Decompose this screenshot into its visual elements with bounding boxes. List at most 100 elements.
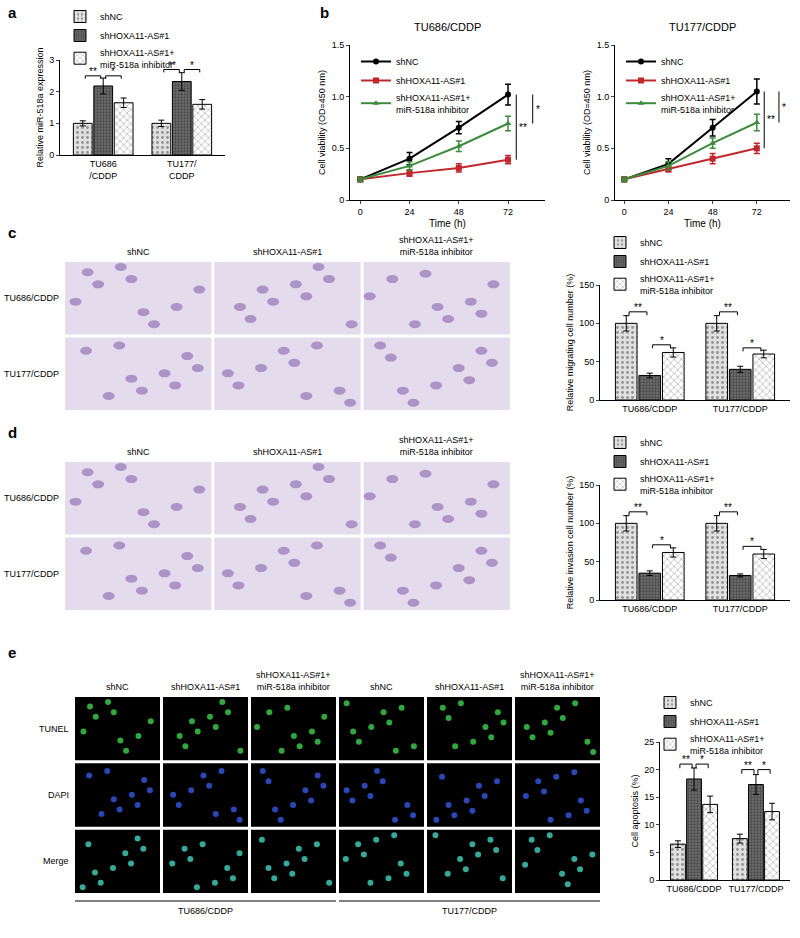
svg-text:*: * bbox=[782, 102, 786, 113]
svg-text:**: ** bbox=[744, 760, 752, 771]
svg-text:TU177/CDDP: TU177/CDDP bbox=[728, 884, 783, 894]
svg-text:shHOXA11-AS#1+miR-518a inhibit: shHOXA11-AS#1+miR-518a inhibitor bbox=[396, 93, 471, 115]
svg-text:TU177/CDDP: TU177/CDDP bbox=[4, 369, 59, 379]
svg-text:Relative migrating cell number: Relative migrating cell number (%) bbox=[565, 274, 575, 412]
svg-text:*: * bbox=[536, 104, 540, 115]
svg-text:1: 1 bbox=[49, 118, 54, 128]
svg-text:2: 2 bbox=[49, 87, 54, 97]
svg-text:TU686/CDDP: TU686/CDDP bbox=[89, 159, 117, 181]
svg-text:shHOXA11-AS#1+miR-518a inhibit: shHOXA11-AS#1+miR-518a inhibitor bbox=[640, 474, 715, 496]
svg-text:shHOXA11-AS#1+miR-518a inhibit: shHOXA11-AS#1+miR-518a inhibitor bbox=[399, 235, 474, 257]
svg-text:Cell apoptosis (%): Cell apoptosis (%) bbox=[630, 774, 640, 847]
svg-text:**: ** bbox=[168, 60, 176, 71]
svg-text:shHOXA11-AS#1+miR-518a inhibit: shHOXA11-AS#1+miR-518a inhibitor bbox=[100, 48, 175, 70]
svg-text:1.0: 1.0 bbox=[332, 92, 345, 102]
svg-text:**: ** bbox=[767, 114, 775, 125]
svg-text:150: 150 bbox=[579, 480, 594, 490]
svg-text:shHOXA11-AS#1+miR-518a inhibit: shHOXA11-AS#1+miR-518a inhibitor bbox=[661, 93, 736, 115]
svg-text:5: 5 bbox=[649, 848, 654, 858]
svg-text:**: ** bbox=[682, 754, 690, 765]
svg-text:Merge: Merge bbox=[43, 856, 69, 866]
svg-text:25: 25 bbox=[644, 737, 654, 747]
svg-text:*: * bbox=[750, 338, 754, 349]
svg-text:shHOXA11-AS#1: shHOXA11-AS#1 bbox=[640, 457, 709, 467]
svg-text:*: * bbox=[660, 335, 664, 346]
svg-text:Cell viability (OD=450 nm): Cell viability (OD=450 nm) bbox=[582, 70, 592, 175]
svg-text:TU686/CDDP: TU686/CDDP bbox=[178, 906, 233, 916]
svg-text:shHOXA11-AS#1+miR-518a inhibit: shHOXA11-AS#1+miR-518a inhibitor bbox=[520, 670, 595, 692]
svg-text:TU686/CDDP: TU686/CDDP bbox=[667, 884, 722, 894]
svg-text:**: ** bbox=[89, 66, 97, 77]
svg-text:20: 20 bbox=[644, 765, 654, 775]
svg-text:Relative miR-518a expression: Relative miR-518a expression bbox=[35, 47, 45, 167]
svg-text:shHOXA11-AS#1: shHOXA11-AS#1 bbox=[435, 682, 504, 692]
svg-text:TU177/CDDP: TU177/CDDP bbox=[713, 404, 768, 414]
svg-text:**: ** bbox=[634, 502, 642, 513]
svg-text:0: 0 bbox=[622, 207, 627, 217]
svg-text:TU686/CDDP: TU686/CDDP bbox=[622, 604, 677, 614]
svg-text:0: 0 bbox=[649, 875, 654, 885]
svg-text:shHOXA11-AS#1+miR-518a inhibit: shHOXA11-AS#1+miR-518a inhibitor bbox=[256, 670, 331, 692]
svg-text:shHOXA11-AS#1+miR-518a inhibit: shHOXA11-AS#1+miR-518a inhibitor bbox=[399, 435, 474, 457]
svg-text:shNC: shNC bbox=[127, 447, 150, 457]
svg-text:24: 24 bbox=[405, 207, 415, 217]
svg-text:TU686/CDDP: TU686/CDDP bbox=[414, 21, 481, 33]
svg-text:shNC: shNC bbox=[127, 247, 150, 257]
svg-text:c: c bbox=[8, 224, 16, 241]
svg-text:shNC: shNC bbox=[640, 238, 663, 248]
svg-text:48: 48 bbox=[454, 207, 464, 217]
svg-text:shHOXA11-AS#1+miR-518a inhibit: shHOXA11-AS#1+miR-518a inhibitor bbox=[690, 734, 765, 756]
svg-text:*: * bbox=[762, 760, 766, 771]
svg-text:10: 10 bbox=[644, 820, 654, 830]
svg-text:Time (h): Time (h) bbox=[429, 218, 466, 229]
svg-text:*: * bbox=[190, 60, 194, 71]
svg-text:a: a bbox=[8, 4, 17, 21]
svg-text:TU686/CDDP: TU686/CDDP bbox=[4, 293, 59, 303]
svg-text:48: 48 bbox=[708, 207, 718, 217]
svg-text:shHOXA11-AS#1: shHOXA11-AS#1 bbox=[100, 31, 169, 41]
svg-text:shHOXA11-AS#1+miR-518a inhibit: shHOXA11-AS#1+miR-518a inhibitor bbox=[640, 274, 715, 296]
svg-text:**: ** bbox=[724, 502, 732, 513]
svg-text:0.5: 0.5 bbox=[332, 143, 345, 153]
svg-text:0: 0 bbox=[49, 150, 54, 160]
svg-text:shHOXA11-AS#1: shHOXA11-AS#1 bbox=[253, 447, 322, 457]
svg-text:**: ** bbox=[519, 122, 527, 133]
svg-text:TU177/CDDP: TU177/CDDP bbox=[669, 21, 736, 33]
svg-text:shHOXA11-AS#1: shHOXA11-AS#1 bbox=[640, 257, 709, 267]
svg-text:b: b bbox=[320, 4, 329, 21]
svg-text:*: * bbox=[700, 754, 704, 765]
svg-text:*: * bbox=[111, 66, 115, 77]
svg-text:0: 0 bbox=[339, 195, 344, 205]
svg-text:Relative invasion cell number: Relative invasion cell number (%) bbox=[565, 476, 575, 610]
svg-text:0: 0 bbox=[589, 395, 594, 405]
svg-text:d: d bbox=[8, 424, 17, 441]
svg-text:1.0: 1.0 bbox=[597, 92, 610, 102]
svg-text:1.5: 1.5 bbox=[597, 40, 610, 50]
svg-text:shNC: shNC bbox=[690, 698, 713, 708]
svg-text:shNC: shNC bbox=[100, 12, 123, 22]
svg-text:100: 100 bbox=[579, 318, 594, 328]
svg-text:TU177/CDDP: TU177/CDDP bbox=[167, 159, 197, 181]
svg-text:TU177/CDDP: TU177/CDDP bbox=[713, 604, 768, 614]
svg-text:0: 0 bbox=[589, 595, 594, 605]
svg-text:100: 100 bbox=[579, 518, 594, 528]
svg-text:Cell viability (OD=450 nm): Cell viability (OD=450 nm) bbox=[317, 70, 327, 175]
svg-text:shHOXA11-AS#1: shHOXA11-AS#1 bbox=[253, 247, 322, 257]
svg-text:15: 15 bbox=[644, 792, 654, 802]
svg-text:50: 50 bbox=[584, 557, 594, 567]
svg-text:shNC: shNC bbox=[106, 682, 129, 692]
svg-text:shHOXA11-AS#1: shHOXA11-AS#1 bbox=[661, 76, 730, 86]
svg-text:24: 24 bbox=[663, 207, 673, 217]
svg-text:72: 72 bbox=[503, 207, 513, 217]
svg-text:1.5: 1.5 bbox=[332, 40, 345, 50]
svg-text:TU686/CDDP: TU686/CDDP bbox=[622, 404, 677, 414]
svg-text:0: 0 bbox=[358, 207, 363, 217]
svg-text:50: 50 bbox=[584, 357, 594, 367]
svg-text:e: e bbox=[8, 644, 16, 661]
svg-text:*: * bbox=[660, 535, 664, 546]
svg-text:0: 0 bbox=[604, 195, 609, 205]
svg-text:Time (h): Time (h) bbox=[684, 218, 721, 229]
svg-text:0.5: 0.5 bbox=[597, 143, 610, 153]
svg-text:shNC: shNC bbox=[640, 438, 663, 448]
svg-text:3: 3 bbox=[49, 55, 54, 65]
